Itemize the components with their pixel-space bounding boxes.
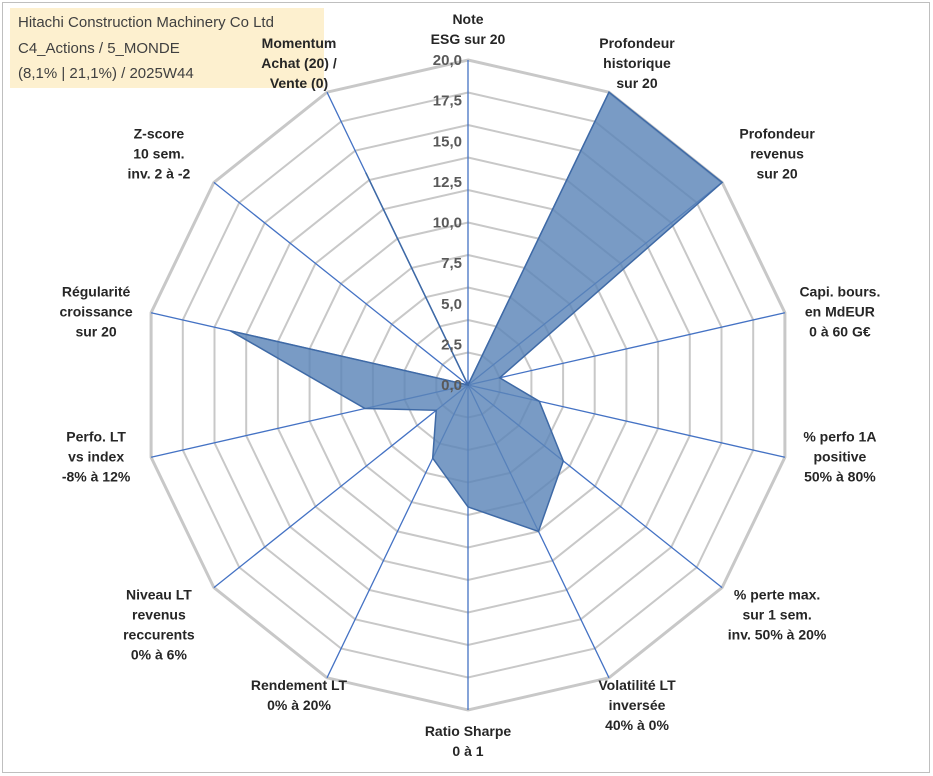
axis-label-line: croissance (60, 304, 133, 320)
axis-label-line: Rendement LT (251, 677, 348, 693)
axis-label-line: sur 20 (756, 165, 797, 181)
axis-label-line: Volatilité LT (598, 677, 676, 693)
axis-label-line: Achat (20) / (261, 55, 337, 71)
axis-label-line: ESG sur 20 (431, 31, 506, 47)
radar-axis-labels: Note ESG sur 20 Profondeur historique sur 20… (60, 11, 881, 759)
axis-label: % perfo 1A positive 50% à 80% (803, 428, 876, 484)
tick-label: 15,0 (433, 133, 462, 150)
axis-label-line: vs index (68, 448, 124, 464)
radar-series (230, 91, 724, 533)
axis-label-line: revenus (132, 607, 186, 623)
axis-label-line: en MdEUR (805, 304, 875, 320)
tick-label: 17,5 (433, 93, 462, 110)
axis-label: Perfo. LT vs index -8% à 12% (62, 428, 131, 484)
tick-label: 5,0 (441, 296, 462, 313)
axis-label-line: Vente (0) (270, 75, 328, 91)
axis-spoke (213, 384, 469, 589)
axis-label-line: positive (813, 448, 866, 464)
axis-label-line: inv. 50% à 20% (728, 627, 827, 643)
series-area (230, 91, 724, 533)
axis-label-line: Profondeur (739, 125, 815, 141)
axis-label-line: 50% à 80% (804, 468, 876, 484)
axis-label-line: inversée (609, 697, 666, 713)
axis-label: Capi. bours. en MdEUR 0 à 60 G€ (799, 284, 880, 340)
axis-label-line: 0 à 60 G€ (809, 324, 871, 340)
title-box: Hitachi Construction Machinery Co Ltd C4… (10, 8, 324, 88)
title-range: (8,1% | 21,1%) / 2025W44 (18, 65, 194, 82)
axis-label-line: -8% à 12% (62, 468, 131, 484)
axis-label-line: historique (603, 55, 671, 71)
axis-label-line: Ratio Sharpe (425, 723, 512, 739)
axis-label: Régularité croissance sur 20 (60, 284, 133, 340)
axis-label-line: Profondeur (599, 35, 675, 51)
axis-label-line: Perfo. LT (66, 428, 126, 444)
title-portfolio: C4_Actions / 5_MONDE (18, 40, 180, 57)
title-company: Hitachi Construction Machinery Co Ltd (18, 14, 274, 31)
axis-label-line: reccurents (123, 627, 195, 643)
axis-label: Niveau LT revenus reccurents 0% à 6% (123, 587, 195, 663)
axis-label: Note ESG sur 20 (431, 11, 506, 47)
axis-label-line: sur 20 (616, 75, 657, 91)
tick-label: 2,5 (441, 336, 462, 353)
axis-label: Volatilité LT inversée 40% à 0% (598, 677, 676, 733)
axis-label: % perte max. sur 1 sem. inv. 50% à 20% (728, 587, 827, 643)
axis-label-line: sur 1 sem. (742, 607, 811, 623)
tick-label: 7,5 (441, 255, 462, 272)
axis-label-line: Note (452, 11, 483, 27)
axis-spoke (467, 312, 786, 386)
axis-label: Rendement LT 0% à 20% (251, 677, 348, 713)
axis-label-line: Momentum (262, 35, 337, 51)
axis-label: Z-score 10 sem. inv. 2 à -2 (128, 125, 191, 181)
axis-spoke (213, 181, 469, 386)
axis-label-line: 0% à 20% (267, 697, 331, 713)
axis-label-line: Régularité (62, 284, 131, 300)
axis-label-line: revenus (750, 145, 804, 161)
axis-label: Profondeur historique sur 20 (599, 35, 675, 91)
axis-label: Ratio Sharpe 0 à 1 (425, 723, 512, 759)
axis-label: Momentum Achat (20) / Vente (0) (261, 35, 337, 91)
tick-label: 0,0 (441, 377, 462, 394)
axis-label-line: 0% à 6% (131, 647, 188, 663)
axis-label-line: inv. 2 à -2 (128, 165, 191, 181)
axis-label-line: % perfo 1A (803, 428, 876, 444)
tick-label: 12,5 (433, 174, 462, 191)
tick-label: 10,0 (433, 215, 462, 232)
axis-label: Profondeur revenus sur 20 (739, 125, 815, 181)
tick-label: 20,0 (433, 52, 462, 69)
radar-ticks: 0,0 2,5 5,0 7,5 10,0 12,5 15,0 17,5 20,0 (433, 52, 462, 394)
axis-label-line: Capi. bours. (799, 284, 880, 300)
axis-label-line: 0 à 1 (452, 743, 483, 759)
axis-label-line: % perte max. (734, 587, 820, 603)
axis-label-line: Z-score (134, 125, 185, 141)
axis-label-line: sur 20 (75, 324, 116, 340)
axis-label-line: 40% à 0% (605, 717, 669, 733)
axis-label-line: 10 sem. (133, 145, 184, 161)
axis-label-line: Niveau LT (126, 587, 192, 603)
